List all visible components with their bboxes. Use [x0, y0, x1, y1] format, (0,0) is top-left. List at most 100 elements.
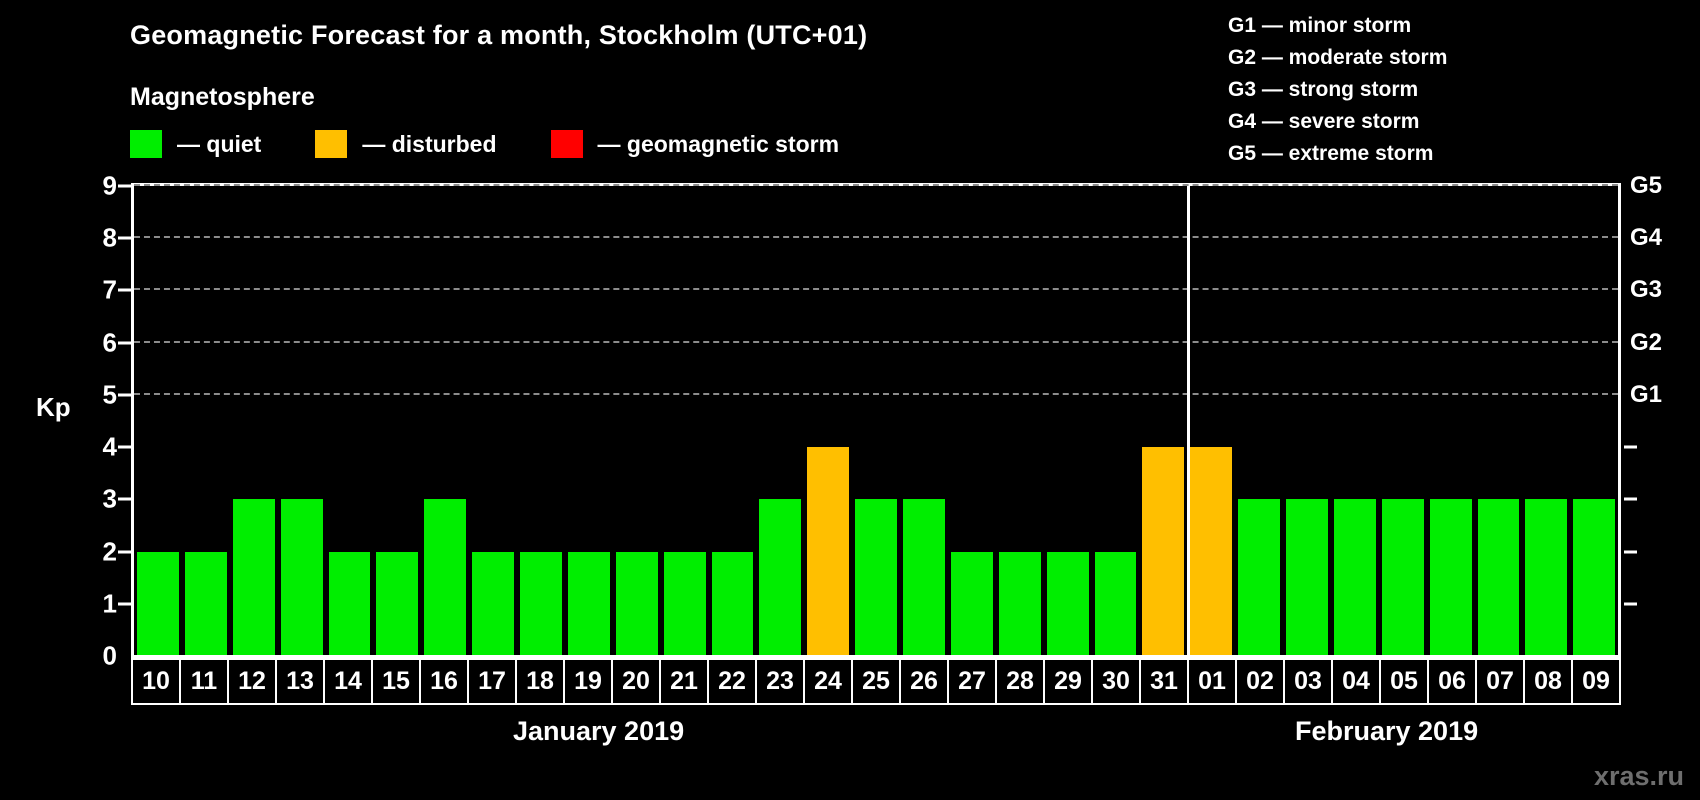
- day-label-cell[interactable]: 09: [1571, 658, 1621, 705]
- day-label-cell[interactable]: 25: [851, 658, 901, 705]
- bar-cell[interactable]: [1283, 186, 1331, 656]
- bar-cell[interactable]: [1331, 186, 1379, 656]
- day-label-cell[interactable]: 19: [563, 658, 613, 705]
- day-label-cell[interactable]: 08: [1523, 658, 1573, 705]
- bar-cell[interactable]: [1187, 186, 1235, 656]
- bar[interactable]: [280, 499, 323, 656]
- bar[interactable]: [1525, 499, 1568, 656]
- bar[interactable]: [903, 499, 945, 656]
- day-label-cell[interactable]: 02: [1235, 658, 1285, 705]
- bar[interactable]: [520, 551, 562, 656]
- day-label-cell[interactable]: 23: [755, 658, 805, 705]
- bar[interactable]: [1094, 551, 1137, 656]
- bar[interactable]: [472, 551, 514, 656]
- bar-cell[interactable]: [613, 186, 661, 656]
- g-axis-tick-label: G2: [1630, 328, 1663, 356]
- day-label-cell[interactable]: 04: [1331, 658, 1381, 705]
- bar[interactable]: [807, 447, 850, 656]
- day-label-cell[interactable]: 26: [899, 658, 949, 705]
- bar[interactable]: [1333, 499, 1376, 656]
- day-label-cell[interactable]: 17: [467, 658, 517, 705]
- bar[interactable]: [759, 499, 802, 656]
- bar-cell[interactable]: [421, 186, 469, 656]
- day-label-cell[interactable]: 20: [611, 658, 661, 705]
- day-label-cell[interactable]: 07: [1475, 658, 1525, 705]
- bar[interactable]: [1190, 447, 1233, 656]
- day-label-cell[interactable]: 24: [803, 658, 853, 705]
- day-label-cell[interactable]: 30: [1091, 658, 1141, 705]
- bar[interactable]: [184, 551, 227, 656]
- day-label-cell[interactable]: 05: [1379, 658, 1429, 705]
- bar-cell[interactable]: [852, 186, 900, 656]
- bar[interactable]: [950, 551, 993, 656]
- bar-cell[interactable]: [804, 186, 852, 656]
- bar-cell[interactable]: [326, 186, 374, 656]
- bar-cell[interactable]: [1139, 186, 1187, 656]
- bar-cell[interactable]: [756, 186, 804, 656]
- bar[interactable]: [1477, 499, 1520, 656]
- bar[interactable]: [998, 551, 1041, 656]
- legend-item-storm: — geomagnetic storm: [550, 130, 839, 158]
- day-label-cell[interactable]: 10: [131, 658, 181, 705]
- bar-cell[interactable]: [1570, 186, 1618, 656]
- bar-cell[interactable]: [1092, 186, 1140, 656]
- bar-cell[interactable]: [661, 186, 709, 656]
- g-axis-tick-mark: [1624, 445, 1637, 449]
- bar[interactable]: [232, 499, 275, 656]
- bar[interactable]: [424, 499, 467, 656]
- bar-cell[interactable]: [900, 186, 948, 656]
- bar[interactable]: [376, 551, 419, 656]
- bar-cell[interactable]: [948, 186, 996, 656]
- bar-cell[interactable]: [373, 186, 421, 656]
- day-label-cell[interactable]: 18: [515, 658, 565, 705]
- day-label-cell[interactable]: 15: [371, 658, 421, 705]
- day-label-cell[interactable]: 16: [419, 658, 469, 705]
- day-label-text: 22: [718, 667, 746, 695]
- day-label-cell[interactable]: 13: [275, 658, 325, 705]
- bar-cell[interactable]: [709, 186, 757, 656]
- gridline: [134, 340, 1618, 343]
- bar[interactable]: [137, 551, 179, 656]
- bar[interactable]: [1046, 551, 1089, 656]
- gridline: [134, 392, 1618, 395]
- bar-cell[interactable]: [996, 186, 1044, 656]
- bar[interactable]: [1238, 499, 1280, 656]
- day-label-cell[interactable]: 29: [1043, 658, 1093, 705]
- day-label-cell[interactable]: 03: [1283, 658, 1333, 705]
- bar[interactable]: [663, 551, 706, 656]
- day-label-cell[interactable]: 01: [1187, 658, 1237, 705]
- bar-cell[interactable]: [1522, 186, 1570, 656]
- bar[interactable]: [1573, 499, 1616, 656]
- bar-cell[interactable]: [1427, 186, 1475, 656]
- bar[interactable]: [615, 551, 658, 656]
- day-label-cell[interactable]: 31: [1139, 658, 1189, 705]
- day-label-cell[interactable]: 14: [323, 658, 373, 705]
- day-label-cell[interactable]: 21: [659, 658, 709, 705]
- bar-cell[interactable]: [517, 186, 565, 656]
- bar-cell[interactable]: [1235, 186, 1283, 656]
- bar[interactable]: [1381, 499, 1424, 656]
- bar-cell[interactable]: [1475, 186, 1523, 656]
- bar-cell[interactable]: [134, 186, 182, 656]
- bar[interactable]: [1142, 447, 1185, 656]
- bar[interactable]: [567, 551, 610, 656]
- bar[interactable]: [328, 551, 371, 656]
- bar[interactable]: [1286, 499, 1328, 656]
- day-label-cell[interactable]: 28: [995, 658, 1045, 705]
- day-label-cell[interactable]: 11: [179, 658, 229, 705]
- bar[interactable]: [855, 499, 897, 656]
- day-label-cell[interactable]: 12: [227, 658, 277, 705]
- bar[interactable]: [1429, 499, 1472, 656]
- bar[interactable]: [711, 551, 754, 656]
- bar-cell[interactable]: [565, 186, 613, 656]
- bar-cell[interactable]: [278, 186, 326, 656]
- bar-cell[interactable]: [1379, 186, 1427, 656]
- bar-cell[interactable]: [469, 186, 517, 656]
- day-label-cell[interactable]: 22: [707, 658, 757, 705]
- day-label-text: 10: [142, 667, 170, 695]
- day-label-cell[interactable]: 06: [1427, 658, 1477, 705]
- bar-cell[interactable]: [1044, 186, 1092, 656]
- day-label-cell[interactable]: 27: [947, 658, 997, 705]
- bar-cell[interactable]: [230, 186, 278, 656]
- bar-cell[interactable]: [182, 186, 230, 656]
